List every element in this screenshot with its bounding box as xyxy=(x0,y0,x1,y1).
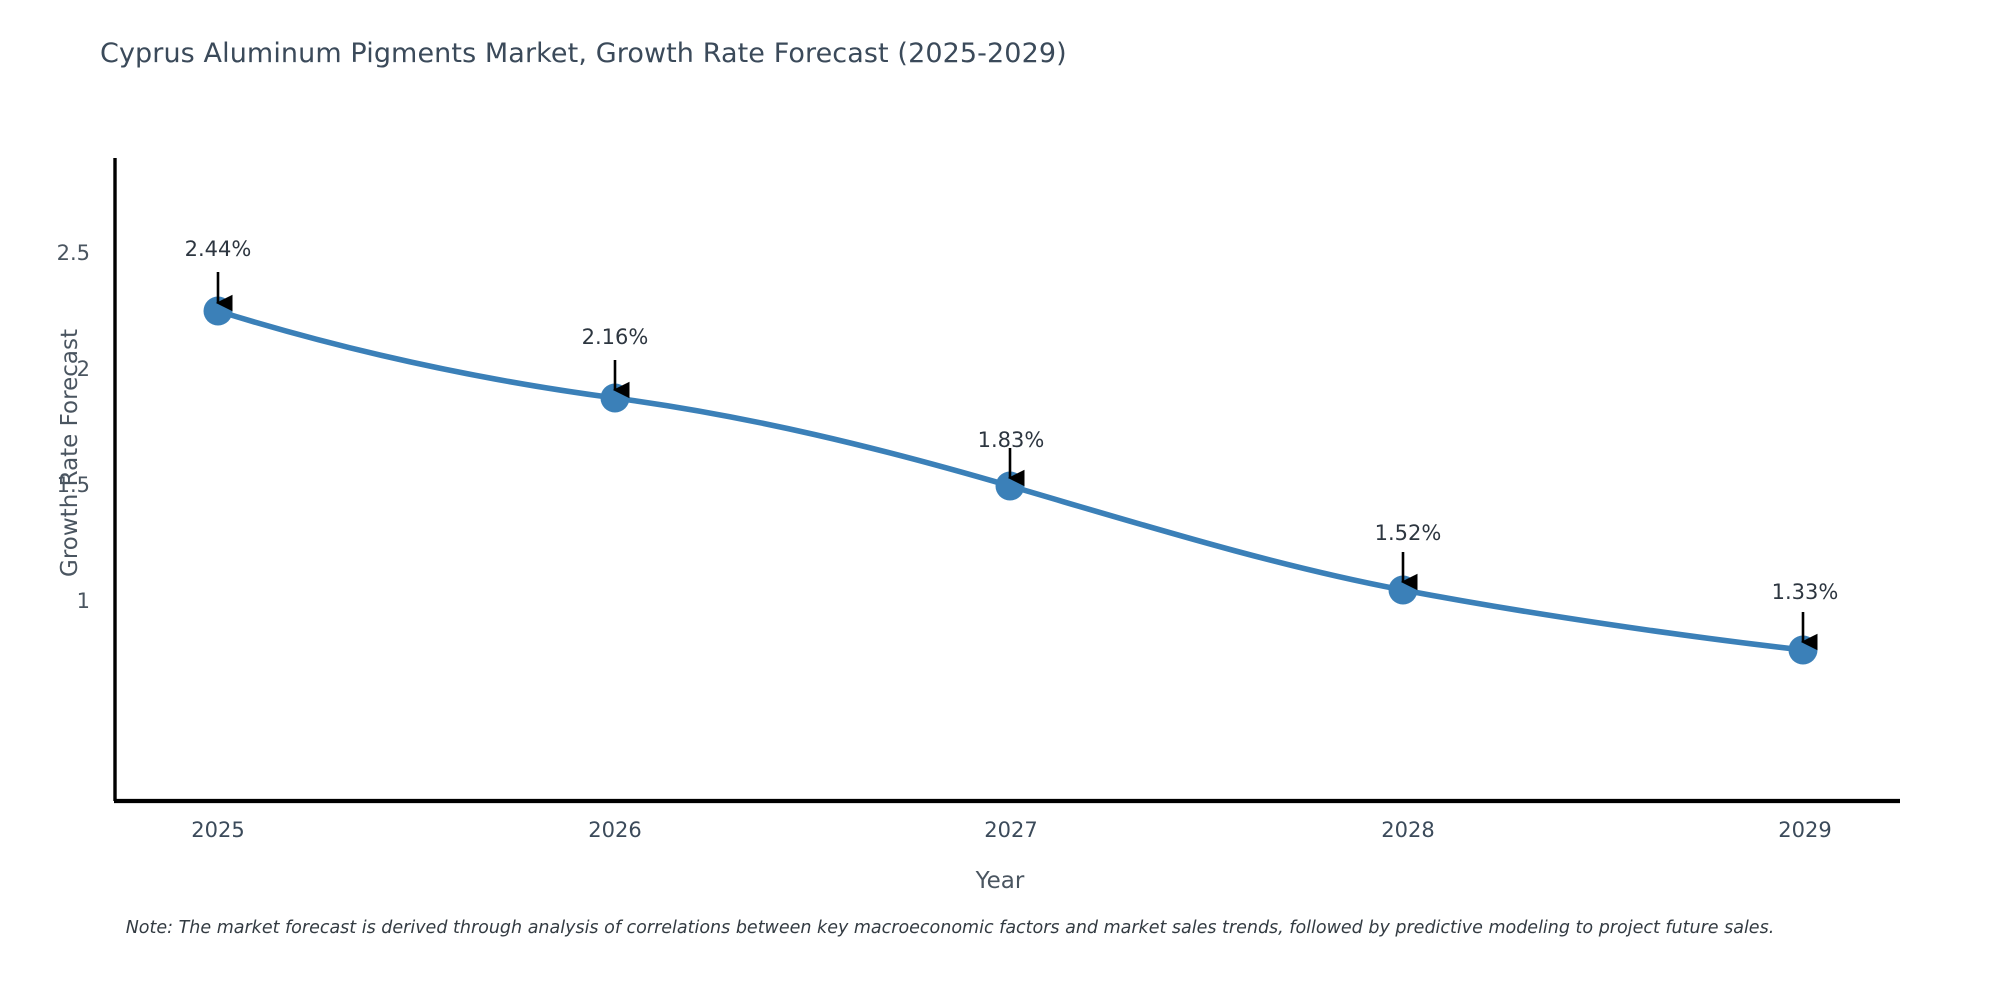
chart-footnote: Note: The market forecast is derived thr… xyxy=(125,918,1775,938)
y-tick-label: 2 xyxy=(76,357,90,381)
x-tick-label: 2025 xyxy=(191,818,245,842)
y-tick-label: 1 xyxy=(76,589,90,613)
x-axis-title: Year xyxy=(975,868,1025,894)
chart-title: Cyprus Aluminum Pigments Market, Growth … xyxy=(100,38,1067,69)
x-tick-label: 2027 xyxy=(984,818,1038,842)
y-tick-label: 2.5 xyxy=(56,241,90,265)
data-point-label: 1.33% xyxy=(1771,580,1839,604)
x-tick-label: 2026 xyxy=(588,818,642,842)
data-point-label: 2.16% xyxy=(581,325,649,349)
x-tick-label: 2028 xyxy=(1381,818,1435,842)
y-tick-label: 1.5 xyxy=(56,473,90,497)
data-point-label: 2.44% xyxy=(184,237,252,261)
x-tick-label: 2029 xyxy=(1778,818,1832,842)
data-point-label: 1.52% xyxy=(1374,521,1442,545)
